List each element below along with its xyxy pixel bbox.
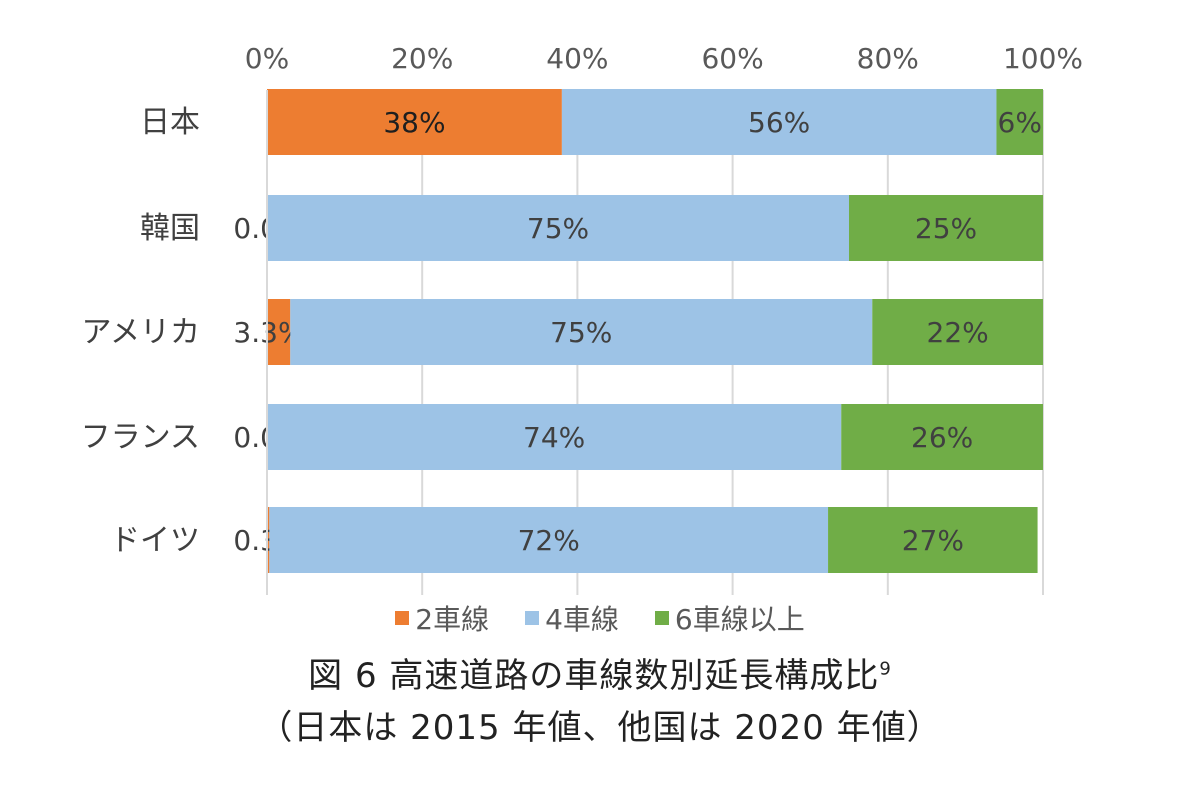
bar-segment: [872, 299, 1043, 365]
figure-caption-title: 図 6 高速道路の車線数別延長構成比9: [0, 648, 1200, 697]
bar-segment: [996, 89, 1043, 155]
bar-segment: [841, 404, 1043, 470]
data-label: 75%: [550, 316, 612, 349]
bar-segment: [267, 404, 842, 470]
legend-label: 6車線以上: [674, 603, 805, 636]
data-label: 38%: [383, 106, 445, 139]
bar-segment: [290, 299, 873, 365]
legend: 2車線 4車線 6車線以上: [0, 598, 1200, 638]
category-label: アメリカ: [82, 315, 201, 350]
legend-label: 2車線: [415, 603, 490, 636]
x-tick-label: 0%: [245, 42, 289, 75]
data-label: 6%: [998, 106, 1042, 139]
legend-swatch: [525, 611, 540, 625]
legend-label: 4車線: [545, 603, 619, 636]
bar-segment: [849, 195, 1043, 261]
data-label: 22%: [927, 316, 989, 349]
bar-segment: [267, 195, 849, 261]
bar-segment: [269, 507, 829, 573]
category-label: 韓国: [140, 211, 200, 246]
category-label: ドイツ: [110, 523, 200, 558]
data-label: 75%: [527, 212, 589, 245]
bar-segment: [267, 299, 291, 365]
data-label: 72%: [518, 524, 580, 557]
data-label: 74%: [523, 421, 585, 454]
data-label: 26%: [911, 421, 973, 454]
x-tick-label: 20%: [391, 42, 453, 75]
bar-segment: [267, 507, 270, 573]
category-label: フランス: [81, 420, 200, 455]
x-tick-label: 80%: [857, 42, 919, 75]
x-tick-label: 100%: [1003, 42, 1083, 75]
legend-item: 2車線: [395, 598, 489, 638]
legend-item: 6車線以上: [654, 598, 805, 638]
data-label: 25%: [915, 212, 977, 245]
caption-footnote-ref: 9: [879, 658, 892, 680]
bar-segment: [267, 89, 562, 155]
x-tick-label: 60%: [701, 42, 763, 75]
legend-swatch: [654, 611, 669, 625]
figure-caption-note: （日本は 2015 年値、他国は 2020 年値）: [258, 708, 942, 748]
data-label: 56%: [748, 106, 810, 139]
legend-swatch: [395, 611, 410, 625]
caption-title-text: 図 6 高速道路の車線数別延長構成比: [308, 656, 880, 696]
legend-item: 4車線: [525, 598, 619, 638]
data-label: 27%: [902, 524, 964, 557]
bar-segment: [828, 507, 1038, 573]
x-tick-label: 40%: [546, 42, 608, 75]
bar-segment: [561, 89, 997, 155]
category-label: 日本: [140, 105, 200, 140]
